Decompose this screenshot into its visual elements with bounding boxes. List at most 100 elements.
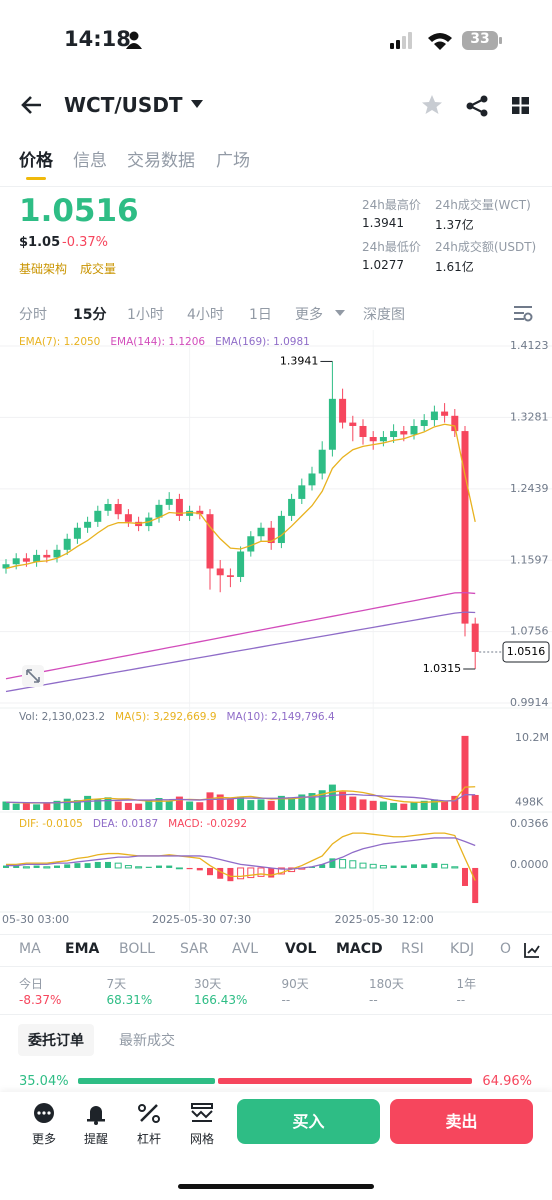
perf-label: 今日 [19, 977, 44, 991]
indicator-tab[interactable]: O [500, 941, 512, 957]
volume-bar [53, 800, 61, 810]
sell-button[interactable]: 卖出 [390, 1099, 533, 1144]
candle-body [369, 437, 377, 442]
candle-body [308, 473, 316, 486]
macd-bar [431, 863, 438, 868]
candle-body [237, 551, 245, 577]
battery-level: 33 [470, 31, 490, 47]
price-tag-label: 1.0516 [507, 645, 546, 658]
macd-tick-label: 0.0366 [510, 817, 549, 830]
tab[interactable]: 信息 [73, 151, 107, 171]
stat-label: 24h最低价 [362, 240, 421, 254]
macd-bar [13, 865, 20, 868]
header-icons[interactable] [420, 93, 540, 119]
volume-bar [339, 791, 347, 810]
macd-bar [166, 865, 173, 868]
nav-icons[interactable] [32, 1101, 222, 1125]
candle-body [226, 575, 234, 577]
buy-ratio: 35.04% [19, 1074, 69, 1089]
y-tick-label: 1.1597 [510, 553, 549, 566]
interval[interactable]: 深度图 [363, 307, 405, 323]
candle-body [379, 437, 387, 442]
stat-value: 1.37亿 [435, 218, 474, 232]
chart-settings[interactable] [512, 304, 534, 322]
pair-dropdown[interactable] [190, 99, 204, 109]
legend: MA(10): 2,149,796.4 [227, 711, 335, 723]
candle-body [390, 431, 398, 438]
candle-body [339, 398, 347, 423]
interval[interactable]: 1日 [249, 307, 272, 323]
legend: DEA: 0.0187 [93, 818, 158, 830]
interval[interactable]: 更多 [295, 307, 323, 323]
tag[interactable]: 基础架构 [19, 262, 68, 276]
legend: Vol: 2,130,023.2 [19, 711, 105, 723]
candle-body [400, 431, 408, 435]
interval[interactable]: 分时 [19, 307, 47, 323]
low-label: 1.0315 [423, 662, 462, 675]
indicator-tab[interactable]: EMA [65, 941, 100, 957]
indicator-tab[interactable]: SAR [180, 941, 209, 957]
macd-bar [3, 865, 9, 868]
indicator-tab[interactable]: MACD [336, 941, 383, 957]
volume-bar [43, 802, 51, 810]
nav-label[interactable]: 网格 [190, 1132, 215, 1146]
perf-label: 90天 [281, 977, 309, 991]
home-indicator [178, 1184, 374, 1189]
macd-bar [43, 866, 51, 869]
legend: MACD: -0.0292 [168, 818, 247, 830]
indicator-tab[interactable]: VOL [285, 941, 317, 957]
volume-bar [441, 801, 449, 810]
candle-body [206, 514, 214, 569]
nav-label[interactable]: 杠杆 [137, 1132, 162, 1146]
interval[interactable]: 15分 [73, 307, 107, 323]
tag[interactable]: 成交量 [80, 262, 117, 276]
pair-title[interactable]: WCT/USDT [64, 93, 183, 117]
price-tag [502, 641, 550, 663]
person-icon [126, 31, 142, 49]
perf-label: 7天 [106, 977, 127, 991]
candle-body [104, 504, 112, 511]
more-dropdown[interactable] [334, 308, 346, 318]
nav-label[interactable]: 提醒 [84, 1132, 109, 1146]
x-tick-label: 2025-05-30 12:00 [335, 913, 434, 926]
indicator-tab[interactable]: BOLL [119, 941, 155, 957]
macd-bar [379, 865, 387, 869]
buy-button[interactable]: 买入 [237, 1099, 380, 1144]
volume-bar [451, 795, 459, 810]
expand-icon[interactable] [22, 665, 44, 687]
status-time: 14:18 [64, 27, 131, 51]
nav-label[interactable]: 更多 [32, 1132, 57, 1146]
order-tab[interactable]: 委托订单 [18, 1024, 94, 1056]
status-icons [390, 31, 502, 50]
candlestick-chart[interactable]: 1.4123 1.3281 1.2439 1.1597 1.0756 0.9914 EMA(… [0, 330, 552, 930]
indicator-tab[interactable]: KDJ [450, 941, 475, 957]
stat-value: 1.3941 [362, 216, 404, 230]
volume-bar [196, 802, 204, 810]
indicator-tab[interactable]: RSI [401, 941, 424, 957]
indicator-tab[interactable]: MA [19, 941, 41, 957]
legend: DIF: -0.0105 [19, 818, 83, 830]
indicator-settings[interactable] [523, 941, 541, 959]
legend: EMA(169): 1.0981 [215, 336, 310, 348]
macd-bar [277, 867, 285, 875]
volume-bar [410, 802, 418, 810]
tab[interactable]: 价格 [19, 151, 53, 171]
tab[interactable]: 广场 [216, 151, 250, 171]
stat-label: 24h最高价 [362, 198, 421, 212]
candle-body [124, 514, 132, 522]
candle-body [349, 422, 357, 426]
order-tab[interactable]: 最新成交 [119, 1033, 175, 1049]
ema-line [5, 423, 476, 570]
interval[interactable]: 4小时 [187, 307, 224, 323]
tab[interactable]: 交易数据 [127, 151, 195, 171]
perf-value: 68.31% [106, 993, 153, 1007]
candle-body [175, 498, 183, 516]
volume-bar [135, 803, 143, 810]
interval[interactable]: 1小时 [127, 307, 164, 323]
back-button[interactable] [20, 94, 44, 116]
candle-body [277, 515, 285, 544]
candle-body [73, 527, 81, 539]
volume-bar [73, 800, 81, 810]
indicator-tab[interactable]: AVL [232, 941, 259, 957]
